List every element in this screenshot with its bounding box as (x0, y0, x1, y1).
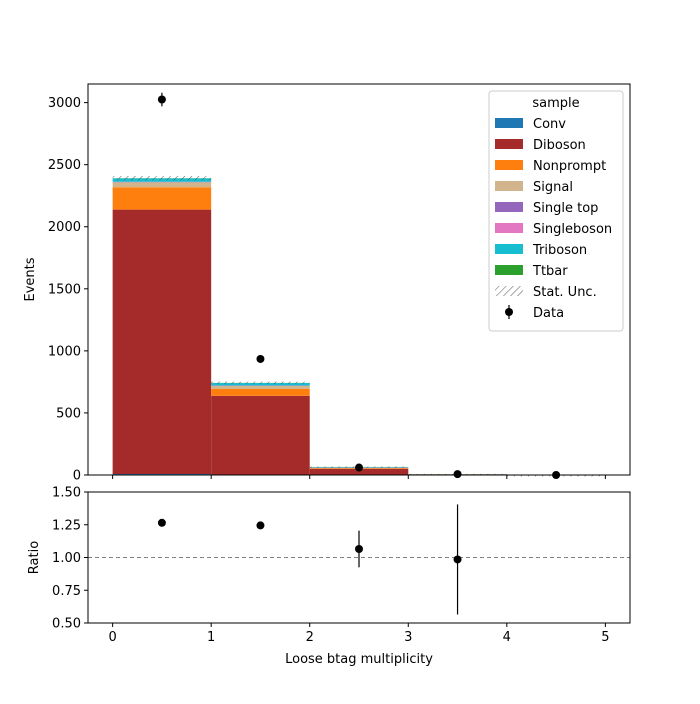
ratio-point-0 (158, 519, 166, 527)
bar-signal-bin-0 (113, 182, 212, 187)
data-marker-1 (256, 355, 264, 363)
ratio-panel: 0.50 0.75 1.00 1.25 1.50 0 1 2 3 4 5 Ratio Loose … (27, 486, 630, 668)
main-panel: 0 500 1000 1500 2000 2500 3000 Events sample C… (23, 84, 630, 484)
data-point-1 (256, 355, 264, 363)
legend-swatch (495, 139, 523, 149)
ratio-y-axis-label: Ratio (27, 541, 42, 574)
x-tick-label: 1 (207, 630, 215, 645)
legend-label: Single top (533, 201, 598, 216)
legend-title: sample (532, 96, 579, 111)
ratio-point-3 (454, 504, 462, 614)
data-marker-0 (158, 96, 166, 104)
x-tick-label: 2 (306, 630, 314, 645)
bar-signal-bin-1 (211, 386, 310, 389)
legend-label: Ttbar (532, 264, 568, 279)
y-tick-label: 3000 (48, 96, 81, 111)
legend-label: Singleboson (533, 222, 612, 237)
legend-label: Stat. Unc. (533, 285, 597, 300)
x-tick-label: 4 (503, 630, 511, 645)
data-marker-3 (454, 470, 462, 478)
legend-swatch (495, 181, 523, 191)
ratio-point-2 (355, 531, 363, 568)
x-tick-label: 0 (108, 630, 116, 645)
legend-label: Conv (533, 117, 566, 132)
ratio-points (158, 504, 462, 614)
data-point-0 (158, 93, 166, 107)
legend-swatch-hatch (495, 286, 523, 296)
legend-label: Nonprompt (533, 159, 606, 174)
bar-nonprompt-bin-1 (211, 389, 310, 396)
legend-swatch (495, 244, 523, 254)
data-marker-2 (355, 464, 363, 472)
legend-marker (505, 308, 513, 316)
y-tick-label: 2000 (48, 220, 81, 235)
legend: sample Conv Diboson Nonprompt Signal Single … (489, 91, 623, 331)
main-y-axis-label: Events (23, 257, 38, 301)
ratio-marker-1 (256, 521, 264, 529)
y-tick-label: 0.75 (52, 584, 81, 599)
bar-diboson-bin-1 (211, 396, 310, 475)
y-tick-label: 500 (56, 406, 81, 421)
stat-unc-band-bin-0 (113, 176, 212, 180)
x-axis-label: Loose btag multiplicity (285, 652, 433, 667)
legend-label: Signal (533, 180, 573, 195)
main-y-ticks: 0 500 1000 1500 2000 2500 3000 (48, 96, 88, 483)
bar-diboson-bin-0 (113, 210, 212, 474)
y-tick-label: 2500 (48, 158, 81, 173)
ratio-point-1 (256, 521, 264, 529)
ratio-marker-2 (355, 545, 363, 553)
ratio-y-ticks: 0.50 0.75 1.00 1.25 1.50 (52, 486, 88, 632)
ratio-marker-3 (454, 555, 462, 563)
y-tick-label: 0 (73, 469, 81, 484)
legend-label: Diboson (533, 138, 586, 153)
y-tick-label: 1000 (48, 344, 81, 359)
x-tick-label: 5 (601, 630, 609, 645)
legend-label: Triboson (532, 243, 587, 258)
legend-swatch (495, 223, 523, 233)
legend-swatch (495, 202, 523, 212)
bar-nonprompt-bin-0 (113, 187, 212, 209)
y-tick-label: 1.00 (52, 551, 81, 566)
data-point-3 (454, 470, 462, 478)
legend-swatch (495, 265, 523, 275)
x-tick-label: 3 (404, 630, 412, 645)
y-tick-label: 1.25 (52, 518, 81, 533)
legend-swatch (495, 160, 523, 170)
legend-swatch (495, 118, 523, 128)
stat-unc-band-bin-1 (211, 382, 310, 384)
ratio-x-ticks: 0 1 2 3 4 5 (108, 623, 609, 645)
y-tick-label: 0.50 (52, 617, 81, 632)
data-point-2 (355, 464, 363, 472)
ratio-marker-0 (158, 519, 166, 527)
y-tick-label: 1.50 (52, 486, 81, 501)
legend-label: Data (533, 306, 564, 321)
y-tick-label: 1500 (48, 282, 81, 297)
